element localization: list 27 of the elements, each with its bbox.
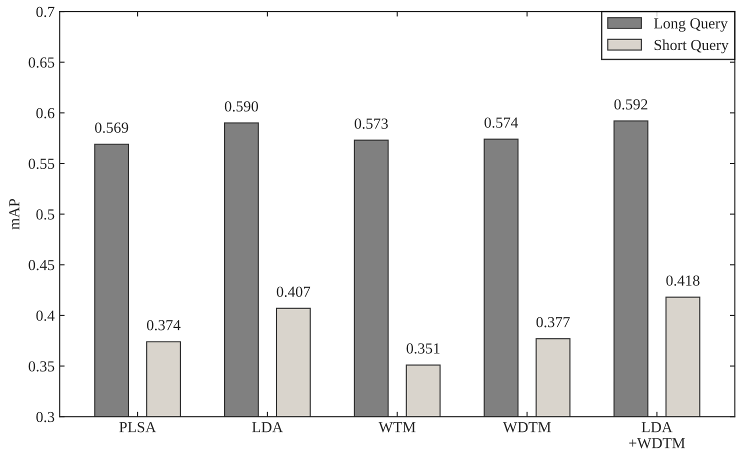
x-tick-label: LDA +WDTM xyxy=(629,422,685,448)
data-label: 0.407 xyxy=(276,286,310,297)
data-label: 0.351 xyxy=(406,343,440,354)
y-tick-label: 0.55 xyxy=(28,158,54,170)
data-label: 0.590 xyxy=(224,101,258,112)
y-tick-label: 0.6 xyxy=(36,108,54,118)
y-axis-title: mAP xyxy=(9,199,20,230)
data-label: 0.418 xyxy=(666,275,700,286)
data-label: 0.592 xyxy=(614,99,648,110)
y-tick-label: 0.4 xyxy=(36,310,55,321)
y-tick-label: 0.7 xyxy=(36,6,54,18)
x-tick-label: WDTM xyxy=(502,422,551,432)
y-tick-label: 0.45 xyxy=(28,260,54,270)
y-tick-label: 0.5 xyxy=(36,209,54,220)
legend-label: Short Query xyxy=(654,39,729,54)
y-tick-label: 0.3 xyxy=(36,412,54,422)
legend-label: Long Query xyxy=(654,18,728,32)
x-tick-label: WTM xyxy=(378,422,416,432)
y-tick-label: 0.65 xyxy=(28,57,54,68)
data-label: 0.569 xyxy=(95,122,128,133)
data-label: 0.574 xyxy=(484,117,518,128)
data-label: 0.573 xyxy=(354,118,388,129)
x-tick-label: LDA xyxy=(252,422,283,432)
data-label: 0.374 xyxy=(146,320,180,330)
x-tick-label: PLSA xyxy=(119,422,156,432)
y-tick-label: 0.35 xyxy=(28,361,54,372)
data-label: 0.377 xyxy=(536,316,570,328)
